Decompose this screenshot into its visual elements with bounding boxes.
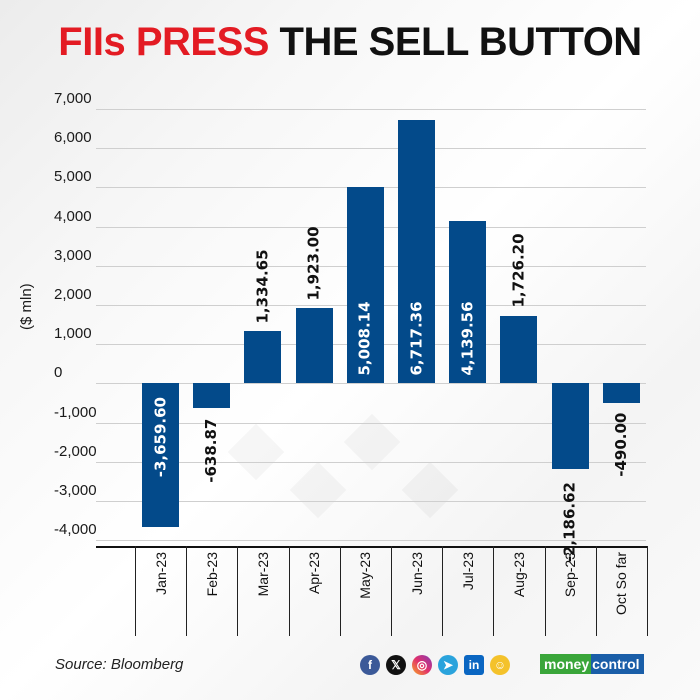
value-label: 5,008.14	[355, 301, 374, 376]
y-tick-label: 1,000	[54, 325, 92, 343]
value-label: 6,717.36	[407, 301, 425, 376]
bar-aug-23	[500, 315, 538, 384]
x-icon[interactable]: 𝕏	[386, 655, 406, 675]
value-label: 1,334.65	[253, 249, 272, 324]
y-tick-label: 0	[54, 364, 63, 382]
category-label: May-23	[357, 552, 374, 599]
x-axis-line	[96, 546, 648, 548]
category-separator	[647, 546, 648, 636]
gridline	[96, 148, 646, 150]
value-label: -2,186.62	[560, 482, 579, 563]
chart-title: FIIs PRESS THE SELL BUTTON	[0, 18, 700, 66]
gridline	[96, 540, 646, 542]
bar-sep-23	[551, 383, 589, 470]
category-label: Jan-23	[152, 552, 169, 595]
moneycontrol-logo: money control	[540, 654, 644, 674]
value-label: -490.00	[611, 412, 630, 478]
gridline	[96, 422, 646, 424]
value-label: 4,139.56	[458, 301, 477, 376]
y-tick-label: 4,000	[54, 207, 92, 225]
y-tick-label: 7,000	[54, 90, 92, 107]
y-tick-label: -4,000	[54, 521, 97, 539]
gridline	[96, 461, 646, 463]
telegram-icon[interactable]: ➤	[438, 655, 458, 675]
title-highlight: FIIs PRESS	[58, 20, 269, 64]
y-tick-label: 2,000	[54, 286, 92, 303]
background-diamond	[290, 462, 347, 519]
category-label: Aug-23	[510, 552, 527, 598]
y-tick-label: -2,000	[54, 442, 97, 460]
y-tick-label: -1,000	[54, 403, 97, 421]
title-rest: THE SELL BUTTON	[279, 20, 643, 64]
gridline	[96, 383, 646, 385]
koo-icon[interactable]: ☺	[490, 655, 510, 675]
y-tick-label: -3,000	[54, 482, 97, 499]
category-separator	[339, 546, 341, 636]
value-label: 1,726.20	[509, 233, 528, 308]
bar-jan-23	[142, 383, 179, 527]
source-note: Source: Bloomberg	[55, 656, 184, 673]
value-label: 1,923.00	[304, 225, 323, 301]
bar-apr-23	[295, 308, 333, 384]
category-separator	[493, 546, 495, 636]
gridline	[96, 109, 646, 110]
bar-feb-23	[193, 383, 231, 409]
category-separator	[544, 546, 546, 636]
value-label: -638.87	[202, 418, 221, 483]
category-separator	[135, 546, 136, 636]
category-separator	[237, 546, 239, 636]
bar-jul-23	[449, 221, 487, 384]
category-separator	[288, 546, 290, 636]
linkedin-icon[interactable]: in	[464, 655, 484, 675]
bar-may-23	[346, 187, 384, 384]
gridline	[96, 501, 646, 502]
category-label: Oct So far	[613, 552, 630, 616]
y-tick-label: 3,000	[54, 246, 92, 264]
bar-oct-so-far	[602, 383, 640, 403]
bar-jun-23	[398, 120, 435, 384]
instagram-icon[interactable]: ◎	[412, 655, 432, 675]
y-axis-label: ($ mln)	[18, 283, 35, 330]
category-label: Apr-23	[306, 552, 323, 595]
category-label: Mar-23	[254, 552, 271, 597]
bar-mar-23	[244, 331, 282, 384]
y-tick-label: 6,000	[54, 129, 92, 147]
category-label: Jul-23	[459, 552, 476, 591]
background-diamond	[402, 462, 459, 519]
category-separator	[391, 546, 392, 636]
value-label: -3,659.60	[151, 396, 169, 477]
category-separator	[595, 546, 597, 636]
background-diamond	[228, 424, 285, 481]
facebook-icon[interactable]: f	[360, 655, 380, 675]
category-label: Sep-23	[562, 552, 579, 598]
category-separator	[186, 546, 188, 636]
y-tick-label: 5,000	[54, 168, 92, 186]
category-label: Feb-23	[203, 552, 220, 597]
category-separator	[442, 546, 444, 636]
category-label: Jun-23	[408, 552, 425, 595]
